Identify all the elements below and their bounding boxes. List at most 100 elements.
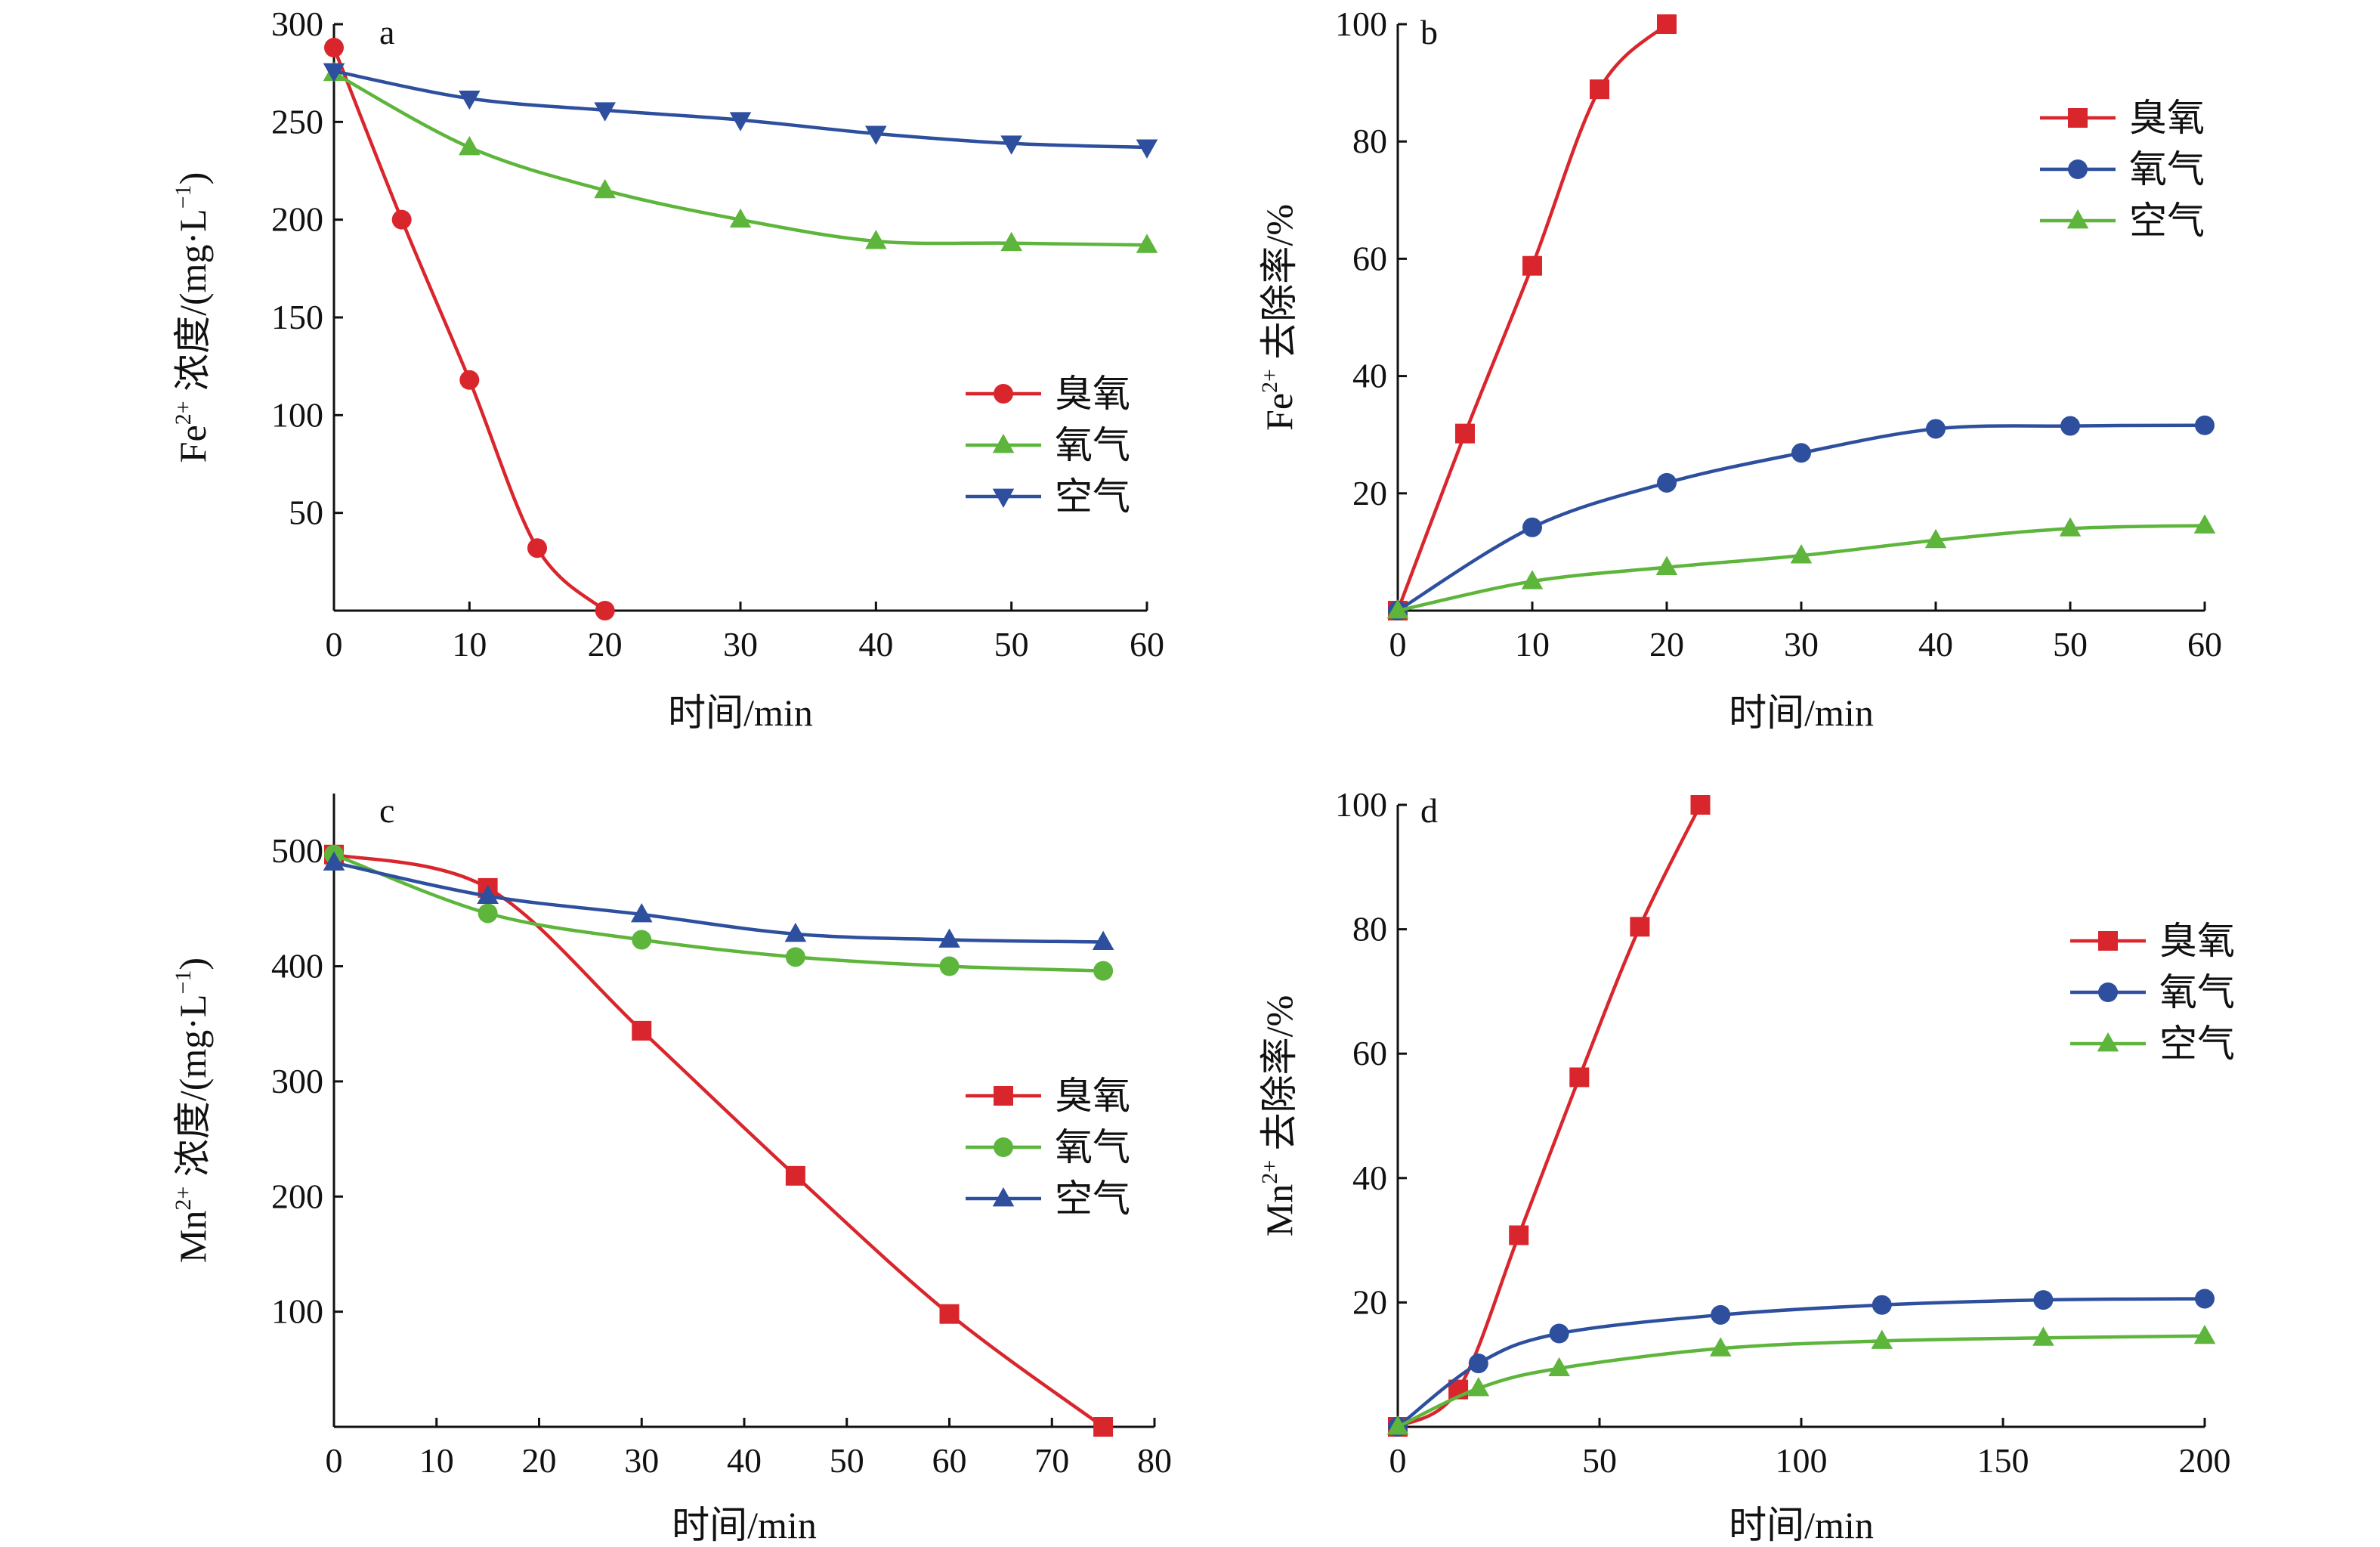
data-point [1872,1295,1892,1315]
series-1 [1388,795,1711,1437]
x-tick-label: 20 [522,1441,557,1480]
y-tick-label: 40 [1352,357,1387,395]
chart-panel-c: 0 10 20 30 40 50 60 70 80 100 200 300 400 500 c 时间/min M… [171,791,1172,1546]
data-point [1000,135,1022,155]
data-point [594,178,616,199]
data-point [785,1165,805,1186]
legend-swatch-marker [992,488,1015,508]
x-tick-label: 70 [1034,1441,1069,1480]
series-line [1396,1297,2205,1428]
series-line [1397,1334,2205,1429]
legend-swatch-marker [992,1187,1015,1207]
series-3 [1386,1324,2216,1435]
x-tick-label: 50 [2053,625,2088,664]
y-tick-label: 300 [271,5,323,43]
legend-entry: 臭氧 [2070,920,2235,962]
y-tick-label: 400 [271,947,323,985]
data-point [1093,1417,1114,1437]
series-line [1397,524,2205,613]
x-tick-label: 60 [932,1441,967,1480]
legend-entry: 臭氧 [966,1075,1130,1117]
data-point [594,102,616,122]
data-point [1093,961,1114,981]
data-point [938,928,960,948]
x-tick-label: 200 [2179,1441,2231,1480]
data-point [2195,1289,2215,1309]
data-point [2059,517,2082,537]
legend-label: 氧气 [1055,424,1130,466]
series-line [333,69,1148,150]
data-point [1655,555,1678,575]
legend-swatch-marker [2066,209,2089,229]
data-point [2033,1290,2054,1310]
series-2 [323,61,1158,253]
chart-panel-b: 0 10 20 30 40 50 60 20 40 60 80 100 b 时间/min Fe2+ 去除率/… [1257,5,2222,734]
data-point [1136,234,1158,253]
legend-swatch-marker [2068,108,2088,128]
legend-entry: 空气 [966,475,1130,518]
y-tick-label: 100 [1335,5,1387,43]
y-tick-label: 150 [271,298,323,336]
data-point [865,125,887,145]
data-point [1136,139,1158,159]
y-tick-label: 80 [1352,910,1387,948]
x-tick-label: 100 [1776,1441,1828,1480]
legend-label: 臭氧 [2159,920,2235,962]
data-point [459,370,480,390]
legend-label: 臭氧 [2129,97,2205,139]
series-line [333,852,1104,973]
series-2 [1388,415,2215,620]
legend-label: 氧气 [1055,1126,1130,1168]
legend-entry: 空气 [2040,200,2205,242]
x-tick-label: 10 [452,625,487,664]
data-point [1924,528,1947,549]
x-tick-label: 50 [830,1441,864,1480]
legend-entry: 氧气 [966,1126,1130,1168]
data-point [324,38,344,58]
x-axis-label: 时间/min [1729,1504,1874,1546]
legend-label: 氧气 [2129,148,2205,190]
x-tick-label: 30 [1784,625,1819,664]
x-tick-label: 60 [1130,625,1164,664]
x-tick-label: 60 [2187,625,2222,664]
data-point [1468,1354,1488,1374]
data-point [1522,517,1542,537]
panel-letter: b [1420,13,1438,51]
data-point [1630,917,1650,937]
legend-swatch-marker [2097,1032,2119,1052]
data-point [1549,1323,1569,1344]
y-tick-label: 100 [271,395,323,434]
chart-panel-d: 0 50 100 150 200 20 40 60 80 100 d 时间/min Mn2+ 去除率/%… [1257,785,2235,1546]
y-tick-label: 40 [1352,1159,1387,1197]
series-3 [323,851,1114,950]
legend-entry: 臭氧 [2040,97,2205,139]
x-tick-label: 80 [1137,1441,1172,1480]
series-3 [1386,514,2216,619]
data-point [2032,1326,2054,1346]
x-tick-label: 40 [727,1441,762,1480]
data-point [1926,419,1946,439]
data-point [1386,1416,1409,1435]
y-tick-label: 200 [271,1177,323,1215]
data-point [2060,416,2080,436]
legend-swatch-marker [2068,159,2088,179]
legend-label: 氧气 [2159,971,2235,1013]
legend-label: 臭氧 [1055,373,1130,415]
legend-label: 空气 [2129,200,2205,242]
y-tick-label: 300 [271,1062,323,1100]
series-line [1396,804,1702,1429]
data-point [459,90,481,110]
x-tick-label: 150 [1977,1441,2029,1480]
data-point [1690,795,1711,815]
legend-swatch-marker [994,384,1013,404]
data-point [1522,255,1542,276]
chart-panel-a: 0 10 20 30 40 50 60 50 100 150 200 250 300 a 时间/min Fe2… [171,5,1164,734]
data-point [1548,1357,1570,1377]
x-tick-label: 50 [1582,1441,1617,1480]
panel-letter: a [379,13,394,51]
data-point [939,1304,960,1324]
legend-entry: 空气 [966,1177,1130,1220]
